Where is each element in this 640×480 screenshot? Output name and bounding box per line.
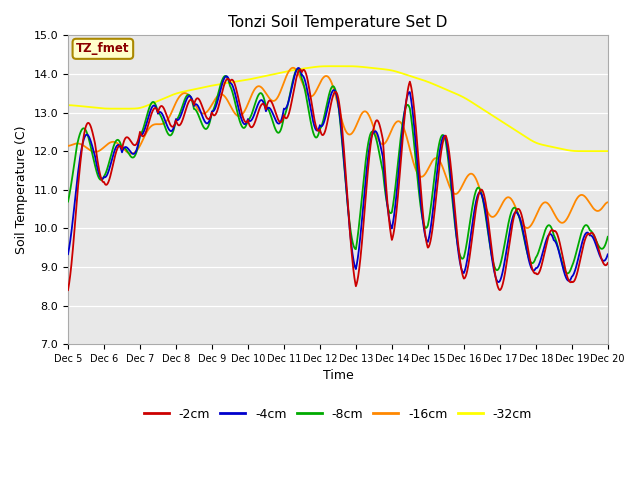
Legend: -2cm, -4cm, -8cm, -16cm, -32cm: -2cm, -4cm, -8cm, -16cm, -32cm xyxy=(139,403,537,426)
Title: Tonzi Soil Temperature Set D: Tonzi Soil Temperature Set D xyxy=(228,15,447,30)
Y-axis label: Soil Temperature (C): Soil Temperature (C) xyxy=(15,125,28,254)
Text: TZ_fmet: TZ_fmet xyxy=(76,42,130,55)
X-axis label: Time: Time xyxy=(323,370,353,383)
